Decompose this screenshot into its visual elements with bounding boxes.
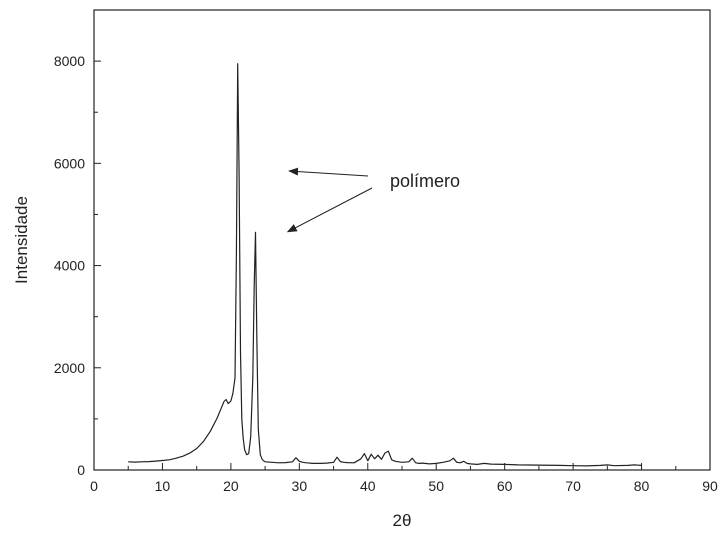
annotation: polímero (286, 167, 460, 233)
annotation-text: polímero (390, 171, 460, 191)
x-tick-label: 30 (292, 478, 308, 494)
annotation-arrow (286, 187, 373, 233)
x-tick-label: 80 (634, 478, 650, 494)
x-tick-label: 10 (155, 478, 171, 494)
y-tick-label: 2000 (54, 360, 85, 376)
x-tick-label: 40 (360, 478, 376, 494)
x-tick-label: 0 (90, 478, 98, 494)
x-axis-title: 2θ (393, 511, 412, 530)
y-tick-label: 4000 (54, 258, 85, 274)
y-tick-label: 0 (77, 462, 85, 478)
y-tick-label: 8000 (54, 53, 85, 69)
x-tick-label: 90 (702, 478, 718, 494)
y-tick-label: 6000 (54, 155, 85, 171)
y-axis: 0 2000 4000 6000 8000 (54, 53, 101, 478)
y-axis-title: Intensidade (12, 196, 31, 284)
plot-frame (93, 9, 711, 471)
series-line (128, 63, 642, 467)
x-tick-label: 60 (497, 478, 513, 494)
x-axis: 0 10 20 30 40 50 60 70 80 90 (90, 463, 718, 494)
annotation-arrow (288, 167, 369, 177)
x-tick-label: 20 (223, 478, 239, 494)
x-tick-label: 50 (428, 478, 444, 494)
x-tick-label: 70 (565, 478, 581, 494)
